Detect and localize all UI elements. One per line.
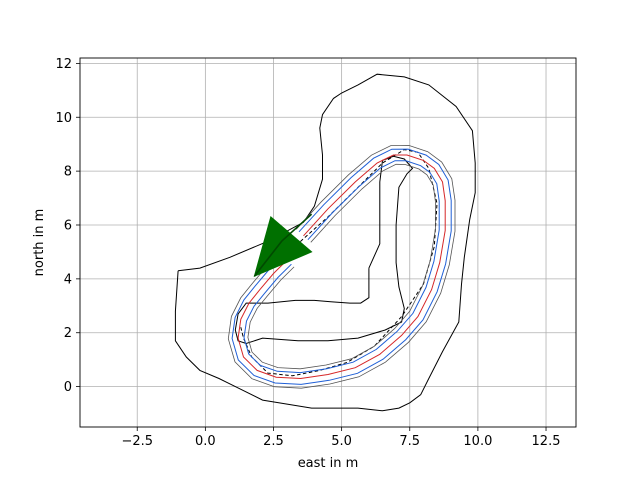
vehicle-heading-line [253,213,313,277]
x-tick-label: 12.5 [532,434,561,449]
track-outer-left-edge [227,144,456,389]
x-tick-label: 2.5 [263,434,284,449]
track-right-edge [243,160,440,374]
x-axis-label: east in m [298,456,359,471]
y-tick-label: 12 [55,57,72,72]
track-outer-right-edge [247,163,436,370]
track-left-edge [231,148,452,385]
x-tick-label: −2.5 [121,434,153,449]
y-axis-label: north in m [32,209,47,277]
y-tick-label: 2 [64,326,72,341]
y-tick-label: 8 [64,165,72,180]
y-tick-label: 0 [64,380,72,395]
y-tick-label: 10 [55,111,72,126]
axes-frame [79,57,577,428]
plot-area [174,73,476,412]
y-tick-label: 6 [64,218,72,233]
x-tick-label: 5.0 [331,434,352,449]
ticks: −2.5 0.0 2.5 5.0 7.5 10.0 12.5 0 2 4 6 8 10 12 [55,57,560,449]
outer-boundary-line [174,73,476,412]
x-tick-label: 7.5 [399,434,420,449]
y-tick-label: 4 [64,272,72,287]
vehicle-marker [253,216,313,278]
x-tick-label: 0.0 [195,434,216,449]
x-tick-label: 10.0 [463,434,492,449]
track-centerline [237,154,446,380]
